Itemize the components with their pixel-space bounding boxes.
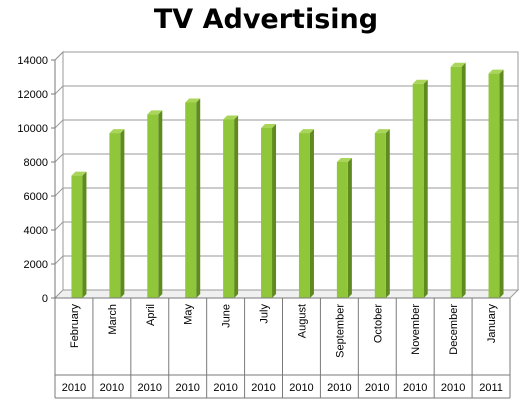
bar-front [261,128,273,298]
bar-front [185,102,197,298]
bar-top [412,79,428,84]
bar-top [185,98,201,103]
x-year-label: 2010 [62,382,86,394]
bars [71,62,504,299]
gridline [54,119,518,129]
x-year-label: 2010 [441,382,465,394]
bar-side [461,62,466,298]
x-category-label: August [296,304,308,338]
bar [336,158,352,298]
bar [109,129,125,298]
x-year-label: 2010 [365,382,389,394]
y-tick-label: 4000 [24,225,48,237]
side-wall [54,50,64,300]
gridline [54,85,518,95]
bar-front [336,162,348,298]
bar-top [374,129,390,134]
bar-side [158,110,163,299]
bar [374,129,390,298]
x-category-label: June [221,304,233,328]
x-year-label: 2010 [100,382,124,394]
bar-side [347,158,352,298]
y-tick-label: 6000 [24,191,48,203]
bar [71,171,87,298]
bar-front [412,83,424,298]
x-year-label: 2011 [479,382,503,394]
bar-top [147,110,163,115]
bar-front [488,73,500,298]
x-category-label: December [448,304,460,355]
gridline [54,221,518,231]
bar-side [82,171,87,298]
floor [53,289,520,299]
y-tick-label: 14000 [17,55,48,67]
x-category-label: February [69,304,81,349]
gridline [54,255,518,265]
bar [223,115,239,298]
bar-side [120,129,125,298]
x-category-label: November [410,304,422,355]
bar-side [234,115,239,298]
bar [450,62,466,298]
bar-side [385,129,390,298]
bar-top [109,129,125,134]
chart-title: TV Advertising [153,4,379,35]
x-category-label: March [107,304,119,335]
bar-side [272,124,277,298]
bar-top [223,115,239,120]
x-category-label: October [372,304,384,343]
bar [185,98,201,298]
bar-front [147,114,159,299]
bar-side [423,79,428,298]
x-year-label: 2010 [289,382,313,394]
x-category-label: January [486,304,498,344]
y-tick-label: 0 [42,293,48,305]
plot-area [53,50,520,300]
gridline [54,187,518,197]
bar [488,69,504,298]
bar-front [298,133,310,298]
bar-side [196,98,201,298]
bar-front [450,66,462,298]
bar [412,79,428,298]
x-category-label: April [145,304,157,326]
bar [298,129,314,298]
x-year-label: 2010 [327,382,351,394]
x-year-label: 2010 [175,382,199,394]
y-axis-ticks: 0 2000 4000 6000 8000 10000 12000 14000 [17,55,56,305]
bar-front [71,175,83,298]
y-tick-label: 2000 [24,259,48,271]
bar-top [488,69,504,74]
bar-top [71,171,87,176]
bar-front [374,133,386,298]
x-category-label: September [334,304,346,358]
x-year-label: 2010 [251,382,275,394]
bar-top [261,124,277,128]
x-category-label: July [259,304,271,324]
bar-top [450,62,466,67]
bar-top [298,129,314,134]
back-wall [62,51,519,291]
bar-top [336,158,352,162]
gridline [54,153,518,163]
x-year-label: 2010 [403,382,427,394]
category-table: February March April May June July August Septe… [54,297,511,399]
bar [147,110,163,299]
bar-side [499,69,504,298]
x-year-label: 2010 [213,382,237,394]
bar-side [309,129,314,298]
x-category-label: May [183,304,195,325]
bar-front [223,119,235,298]
bar-front [109,133,121,298]
y-tick-label: 12000 [17,89,48,101]
bar [261,124,277,298]
gridline [54,51,518,61]
x-year-label: 2010 [138,382,162,394]
y-tick-label: 10000 [17,123,48,135]
y-tick-label: 8000 [24,157,48,169]
